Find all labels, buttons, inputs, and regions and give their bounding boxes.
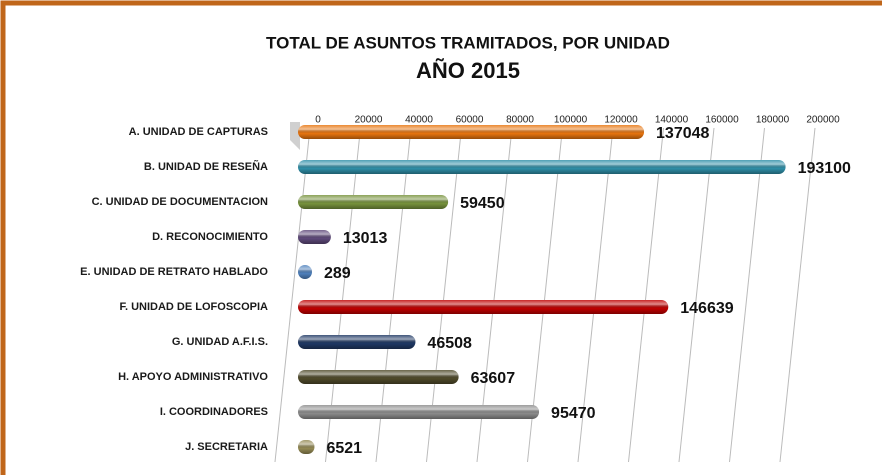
bar-shine [298,440,315,454]
y-tick-label: F. UNIDAD DE LOFOSCOPIA [119,301,268,313]
y-tick-label: A. UNIDAD DE CAPTURAS [129,126,268,138]
bar-shine [298,125,645,139]
x-tick-label: 80000 [506,115,534,126]
y-tick-label: C. UNIDAD DE DOCUMENTACION [92,196,268,208]
bar-shine [298,335,416,349]
y-tick-label: D. RECONOCIMIENTO [152,231,268,243]
bar-shine [298,195,449,209]
value-label: 13013 [343,230,388,247]
value-label: 59450 [460,195,505,212]
chart-subtitle: AÑO 2015 [416,58,520,83]
bar-shine [298,370,459,384]
value-label: 46508 [427,335,472,352]
bar-shine [298,405,540,419]
grid-line [729,127,765,463]
x-tick-label: 20000 [355,115,383,126]
y-tick-label: I. COORDINADORES [160,406,268,418]
x-tick-label: 200000 [806,115,840,126]
chart-title: TOTAL DE ASUNTOS TRAMITADOS, POR UNIDAD [266,33,670,52]
grid-line [577,127,614,463]
value-label: 289 [324,265,351,282]
y-tick-label: H. APOYO ADMINISTRATIVO [118,371,268,383]
grid-line [274,127,311,463]
value-label: 95470 [551,405,596,422]
grid-line [779,127,816,463]
y-tick-label: B. UNIDAD DE RESEÑA [144,160,268,173]
y-tick-label: J. SECRETARIA [185,441,268,453]
grid-line [628,127,664,463]
value-label: 63607 [471,370,516,387]
bar-shine [298,265,312,279]
value-label: 137048 [656,125,709,142]
x-tick-label: 180000 [756,115,790,126]
y-tick-label: E. UNIDAD DE RETRATO HABLADO [80,266,268,278]
y-tick-label: G. UNIDAD A.F.I.S. [172,336,268,348]
axis-wall [290,122,300,150]
x-tick-label: 120000 [604,115,638,126]
bar-shine [298,160,786,174]
grid-line [678,127,715,463]
value-label: 146639 [680,300,733,317]
x-tick-label: 40000 [405,115,433,126]
x-tick-label: 140000 [655,115,689,126]
value-label: 6521 [326,440,362,457]
x-tick-label: 100000 [554,115,588,126]
value-label: 193100 [798,160,851,177]
bar-shine [298,300,669,314]
bar-shine [298,230,331,244]
x-tick-label: 0 [315,115,321,126]
x-tick-label: 160000 [705,115,739,126]
x-tick-label: 60000 [456,115,484,126]
